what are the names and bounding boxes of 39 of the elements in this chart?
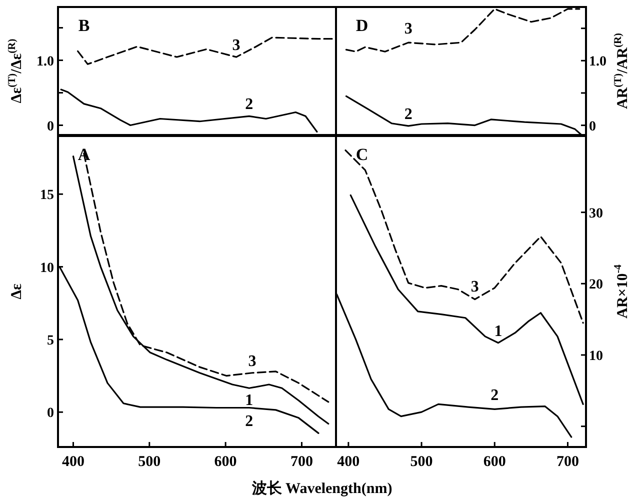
text: D	[356, 16, 368, 35]
x-tick-label: 400	[62, 454, 84, 470]
y-tick-label: 10	[40, 260, 54, 276]
x-tick-label: 700	[290, 454, 313, 470]
y-tick-label: 15	[40, 188, 54, 204]
series-label: 3	[404, 20, 412, 38]
x-tick-label: 600	[214, 454, 237, 470]
y2-tick-label: 20	[589, 278, 603, 293]
y-tick-label: 5	[47, 333, 54, 348]
line-series	[344, 149, 584, 324]
y-axis-title: Δε	[9, 283, 26, 300]
series-label: 2	[245, 96, 254, 114]
series-label: 1	[245, 392, 254, 410]
series-label: 1	[494, 322, 502, 340]
text: A	[78, 145, 91, 164]
x-tick-label: 700	[556, 454, 579, 470]
series-label: 3	[232, 37, 240, 54]
series-label: 2	[404, 106, 412, 123]
series-label: 3	[470, 278, 479, 296]
text: B	[78, 16, 90, 35]
x-tick-label: 500	[138, 454, 161, 470]
y2-tick-label: 1.0	[589, 54, 606, 70]
x-tick-label: 600	[483, 454, 506, 470]
line-series	[60, 88, 318, 133]
y2-tick-label: 10	[589, 348, 603, 364]
line-series	[350, 194, 584, 405]
y2-tick-label: 30	[589, 206, 603, 222]
y-tick-label: 0	[47, 406, 54, 422]
y-tick-label: 1.0	[36, 54, 54, 70]
y2-tick-label: 0	[589, 119, 596, 134]
text: C	[356, 145, 368, 164]
x-tick-label: 400	[337, 454, 360, 470]
x-tick-label: 500	[410, 454, 433, 470]
line-series	[77, 36, 336, 65]
series-label: 2	[245, 412, 254, 430]
y-tick-label: 0	[47, 119, 54, 134]
series-label: 3	[248, 352, 256, 370]
series-label: 2	[490, 387, 499, 404]
x-axis-title: 波长 Wavelength(nm)	[250, 480, 392, 497]
